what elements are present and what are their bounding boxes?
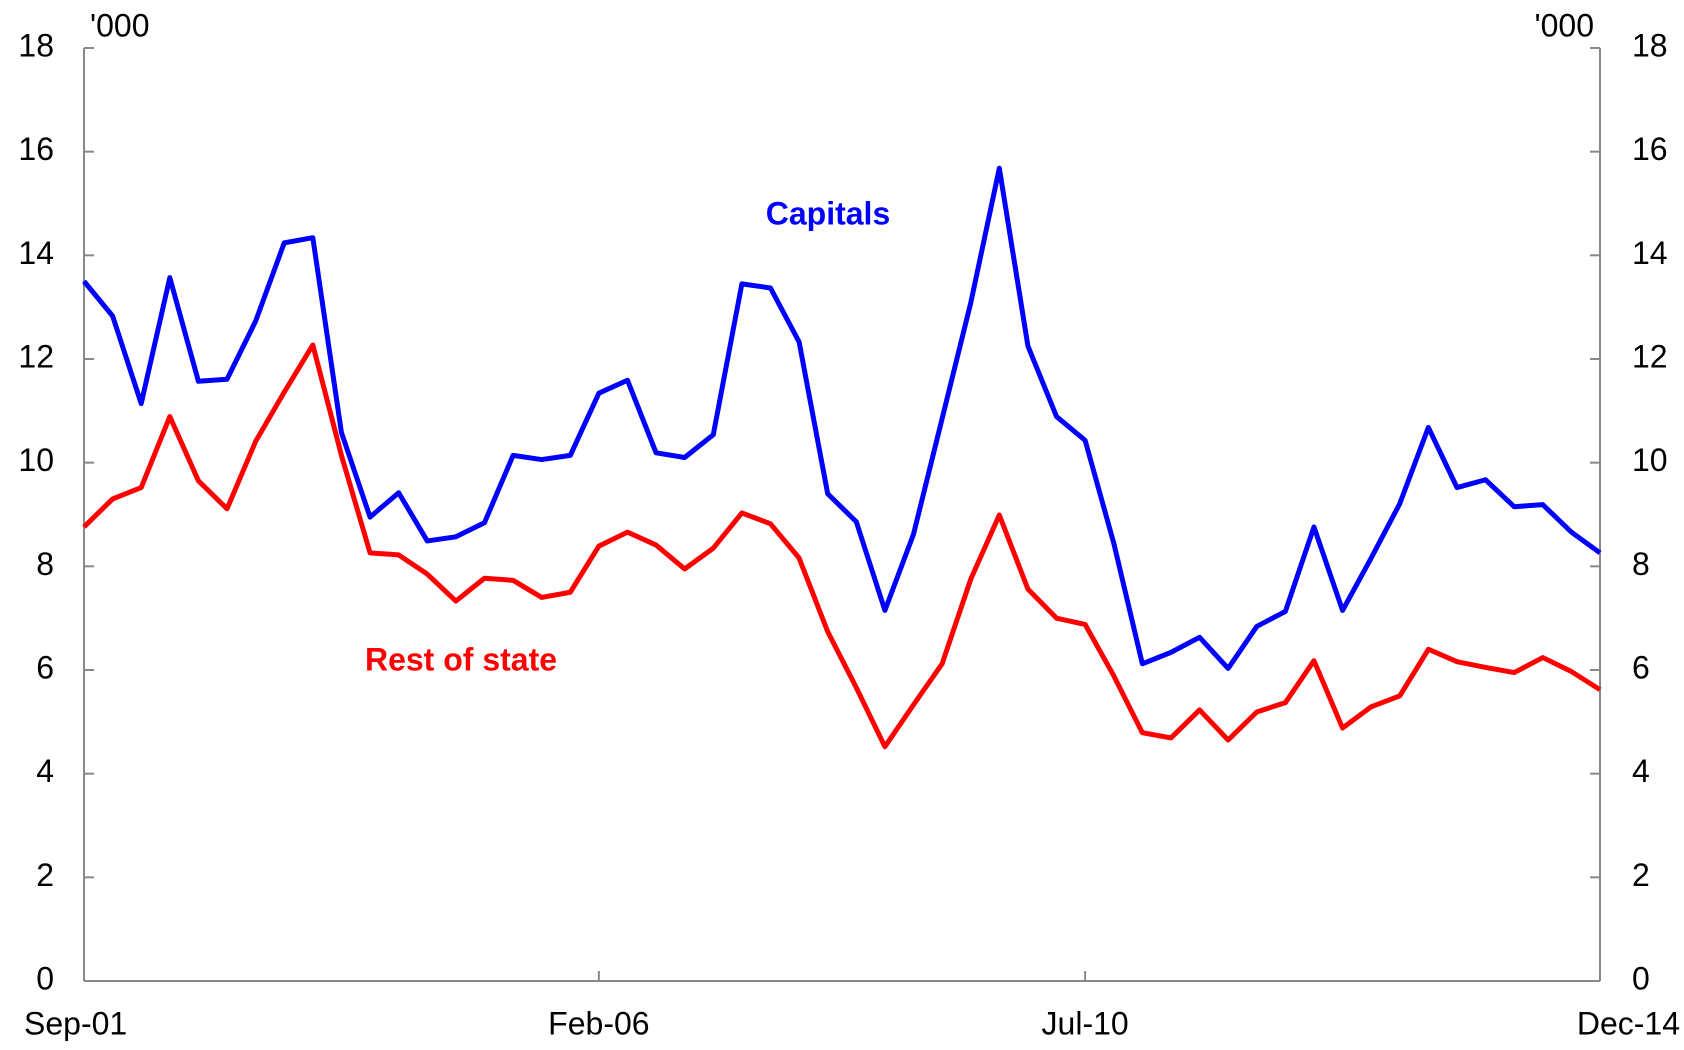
y2-axis-unit: '000 xyxy=(1535,7,1595,43)
series-line xyxy=(82,165,1602,671)
y2-tick-label: 18 xyxy=(1632,27,1668,63)
y-tick-label: 8 xyxy=(36,546,54,582)
y2-tick-label: 8 xyxy=(1632,546,1650,582)
x-tick-label: Dec-14 xyxy=(1577,1005,1680,1041)
y-tick-label: 10 xyxy=(18,442,54,478)
y2-tick-label: 4 xyxy=(1632,753,1650,789)
y2-tick-label: 0 xyxy=(1632,960,1650,996)
y-tick-label: 2 xyxy=(36,857,54,893)
series-label: Capitals xyxy=(766,195,890,231)
y2-tick-label: 6 xyxy=(1632,649,1650,685)
x-tick-label: Sep-01 xyxy=(24,1005,127,1041)
y2-tick-label: 16 xyxy=(1632,131,1668,167)
y-axis-unit: '000 xyxy=(90,7,150,43)
y-tick-label: 12 xyxy=(18,338,54,374)
x-tick-label: Feb-06 xyxy=(548,1005,649,1041)
y-tick-label: 4 xyxy=(36,753,54,789)
y-tick-label: 18 xyxy=(18,27,54,63)
y2-tick-label: 2 xyxy=(1632,857,1650,893)
y-tick-label: 0 xyxy=(36,960,54,996)
y-tick-label: 6 xyxy=(36,649,54,685)
x-tick-label: Jul-10 xyxy=(1042,1005,1129,1041)
y2-tick-label: 10 xyxy=(1632,442,1668,478)
y-tick-label: 16 xyxy=(18,131,54,167)
y-tick-label: 14 xyxy=(18,235,54,271)
y2-tick-label: 14 xyxy=(1632,235,1668,271)
series-label: Rest of state xyxy=(365,641,557,677)
series-line xyxy=(82,342,1602,750)
y2-tick-label: 12 xyxy=(1632,338,1668,374)
